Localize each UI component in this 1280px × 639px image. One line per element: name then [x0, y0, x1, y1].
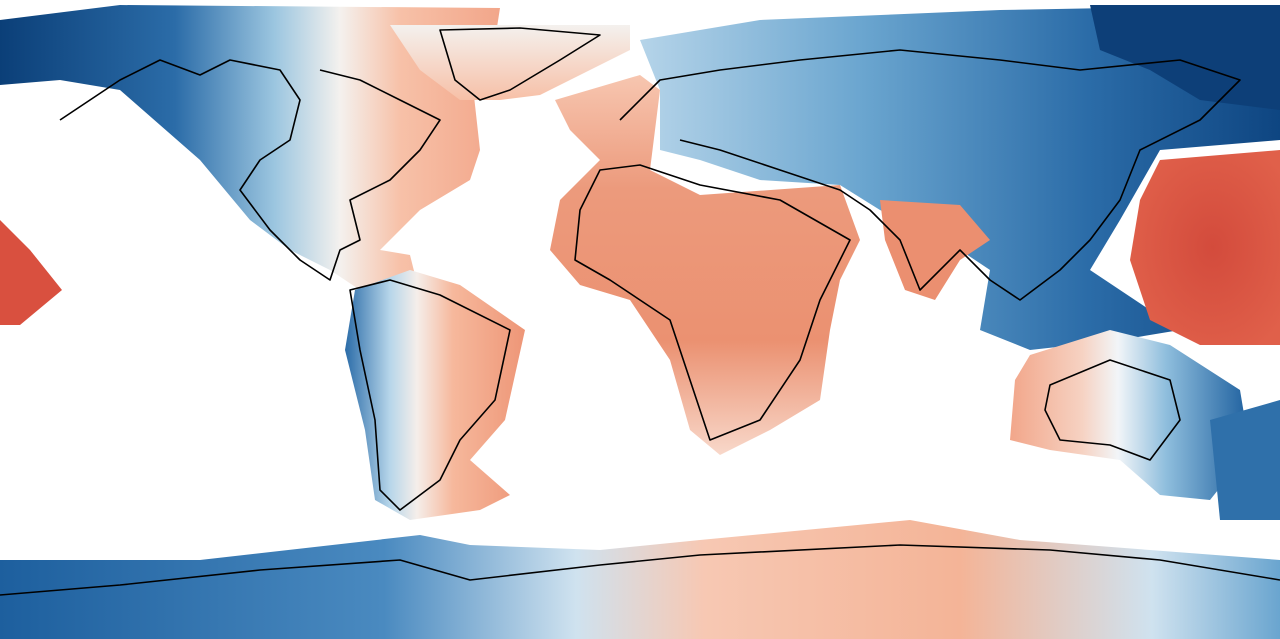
india-field — [880, 200, 990, 300]
greenland-field — [390, 25, 630, 100]
siberia-field — [1090, 5, 1280, 110]
coastline-africa — [574, 164, 851, 441]
australia-field — [1010, 330, 1250, 500]
africa-europe-field — [550, 75, 860, 455]
coastline-greenland — [439, 27, 601, 101]
coastline-eurasia — [619, 49, 1241, 301]
pacific-red-field-west — [0, 220, 62, 325]
coastline-antarctica — [0, 544, 1280, 596]
coastline-north-america — [59, 59, 441, 281]
pacific-red-field — [1130, 150, 1280, 345]
north-america-field — [0, 5, 500, 290]
new-zealand-field — [1210, 400, 1280, 520]
eurasia-field — [640, 5, 1280, 350]
coastline-australia — [1044, 359, 1181, 461]
south-america-field — [345, 270, 525, 520]
coastline-south-america — [349, 279, 511, 511]
antarctica-field — [0, 520, 1280, 639]
